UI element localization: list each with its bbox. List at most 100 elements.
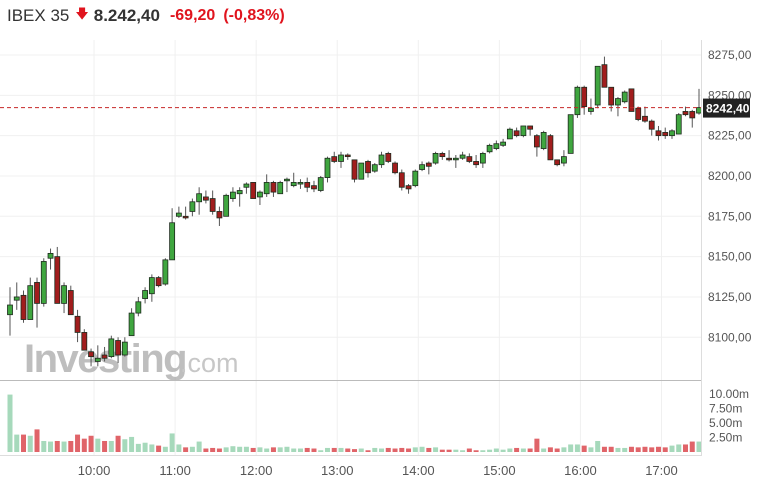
candle-up	[148, 277, 155, 295]
volume-bar	[683, 444, 688, 452]
volume-tick-label: 10.00m	[709, 387, 749, 401]
candle-down	[270, 182, 277, 193]
price-tick-label: 8125,00	[708, 290, 752, 304]
candle-up	[236, 190, 243, 195]
volume-bar	[345, 448, 351, 452]
candle-up	[412, 170, 419, 187]
volume-bar	[433, 447, 439, 452]
candle-up	[13, 296, 20, 301]
price-change-percent: (-0,83%)	[223, 7, 285, 24]
candle-up	[27, 285, 34, 320]
volume-bar	[196, 441, 202, 452]
candle-down	[527, 125, 534, 130]
time-tick-label: 10:00	[78, 463, 111, 478]
volume-tick-label: 2.50m	[709, 431, 742, 445]
candle-up	[128, 312, 135, 337]
candle-up	[135, 301, 142, 314]
volume-bar	[264, 448, 270, 452]
candle-down	[344, 154, 351, 158]
volume-bar	[203, 448, 209, 452]
axes: 8100,00 8125,00 8150,00 8175,00 8200,00 8225,…	[0, 40, 752, 478]
candle-down	[81, 332, 88, 351]
volume-bar	[27, 435, 33, 452]
volume-bar	[568, 444, 574, 452]
volume-bar	[297, 448, 303, 452]
candle-down	[628, 88, 635, 112]
candle-up	[500, 141, 507, 146]
candle-down	[250, 182, 257, 199]
volume-bar	[108, 440, 114, 452]
candle-up	[7, 304, 13, 316]
candle-up	[338, 154, 344, 162]
volume-bar	[628, 446, 634, 452]
candle-up	[257, 191, 263, 198]
volume-bar	[189, 446, 195, 452]
time-tick-label: 11:00	[159, 463, 191, 478]
candle-up	[121, 341, 128, 356]
volume-bar	[216, 448, 222, 452]
volume-bar	[169, 433, 175, 452]
volume-bar	[41, 440, 47, 452]
arrow-down-icon: 🡇	[75, 6, 89, 21]
volume-bar	[655, 446, 661, 452]
candle-up	[358, 162, 365, 180]
volume-bar	[676, 444, 682, 452]
volume-bar	[142, 442, 148, 452]
volume-bar	[352, 449, 358, 452]
price-tick-label: 8100,00	[708, 330, 752, 344]
price-tick-label: 8175,00	[708, 209, 752, 223]
candle-up	[223, 194, 230, 217]
candle-down	[67, 290, 74, 316]
volume-bar	[453, 449, 459, 452]
candle-up	[615, 98, 621, 106]
current-price-tag	[703, 98, 750, 118]
candle-down	[365, 161, 371, 174]
volume-bar	[500, 449, 506, 452]
volume-bar	[338, 447, 344, 452]
candle-up	[290, 182, 297, 187]
volume-bar	[311, 448, 317, 452]
price-tick-label: 8200,00	[708, 169, 752, 183]
volume-bar	[520, 448, 526, 452]
candle-up	[277, 182, 284, 195]
candle-down	[662, 132, 669, 137]
candle-up	[40, 261, 47, 304]
candle-up	[378, 154, 385, 166]
candle-up	[94, 357, 101, 362]
volume-bar	[291, 448, 297, 452]
candle-down	[405, 185, 412, 190]
volume-bar	[270, 447, 276, 452]
candle-down	[398, 172, 405, 188]
candles	[7, 56, 702, 367]
instrument-name: IBEX 35	[7, 6, 70, 25]
volume-bar	[480, 450, 486, 452]
candle-down	[635, 107, 642, 120]
volume-bar	[635, 447, 641, 452]
candle-up	[574, 86, 581, 116]
volume-bar	[649, 447, 655, 452]
volume-bar	[514, 447, 520, 452]
candle-up	[432, 152, 439, 164]
candle-up	[459, 154, 466, 159]
volume-bar	[122, 439, 128, 452]
candle-down	[182, 215, 189, 219]
candle-down	[439, 152, 446, 158]
candle-up	[297, 182, 304, 185]
candle-down	[20, 294, 27, 320]
volume-bar	[324, 447, 330, 452]
volume-bar	[81, 438, 87, 452]
volume-bar	[183, 447, 189, 452]
volume-bar	[237, 446, 243, 452]
candle-up	[243, 183, 250, 188]
volume-bar	[230, 446, 236, 452]
candle-up	[452, 157, 459, 161]
candle-down	[216, 211, 223, 219]
volume-bar	[446, 449, 452, 452]
candle-down	[202, 196, 209, 201]
svg-text:Investing: Investing	[24, 337, 186, 381]
volume-bar	[581, 445, 587, 452]
candle-down	[554, 159, 561, 166]
volume-bar	[210, 447, 216, 452]
volume-bar	[399, 447, 405, 452]
